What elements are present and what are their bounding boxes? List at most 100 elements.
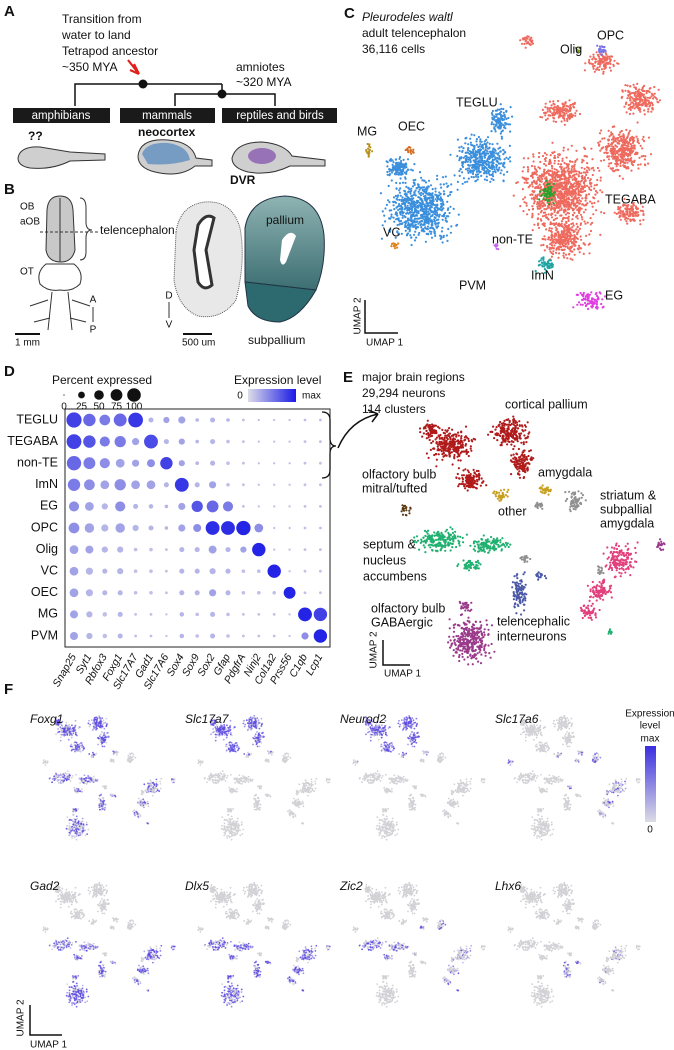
dot	[115, 501, 125, 511]
cell	[590, 223, 592, 225]
cell	[553, 120, 555, 122]
row-label: OPC	[31, 520, 58, 534]
cell	[578, 174, 580, 176]
cell	[573, 234, 575, 236]
cell	[565, 101, 567, 103]
dot	[226, 440, 230, 444]
cell	[626, 137, 628, 139]
dot	[132, 460, 139, 467]
cell	[407, 169, 409, 171]
cell	[568, 168, 570, 170]
cell	[440, 203, 442, 205]
panel-a: A Transition from water to land Tetrapod…	[4, 3, 337, 187]
cell	[426, 452, 428, 454]
dot	[273, 462, 275, 464]
cell	[486, 176, 488, 178]
cell	[621, 144, 623, 146]
cell	[545, 176, 547, 178]
cell	[437, 198, 439, 200]
cell	[647, 103, 649, 105]
cell	[500, 103, 502, 105]
dot	[149, 591, 153, 595]
cell	[465, 152, 467, 154]
cell	[563, 209, 565, 211]
dot	[115, 523, 124, 532]
cell	[540, 189, 542, 191]
cell	[509, 160, 511, 162]
cell	[595, 209, 597, 211]
cell	[573, 208, 575, 210]
cell	[414, 206, 416, 208]
cell	[616, 146, 618, 148]
cell	[440, 200, 442, 202]
cell	[590, 230, 592, 232]
cell	[549, 179, 551, 181]
cell	[445, 443, 447, 445]
cell	[443, 193, 445, 195]
cell	[647, 111, 649, 113]
cell	[425, 206, 427, 208]
cell	[526, 182, 528, 184]
cell	[492, 152, 494, 154]
cell	[471, 482, 473, 484]
dot	[319, 548, 322, 551]
cell	[584, 69, 586, 71]
cell	[522, 462, 524, 464]
cell	[616, 137, 618, 139]
panel-label: B	[4, 181, 15, 198]
cell	[600, 303, 602, 305]
cell	[644, 155, 646, 157]
cell	[570, 199, 572, 201]
cell	[548, 203, 550, 205]
dot	[242, 505, 245, 508]
cell	[457, 139, 459, 141]
dot	[304, 527, 307, 530]
cell	[447, 195, 449, 197]
cell	[540, 211, 542, 213]
cell	[417, 226, 419, 228]
cell	[581, 167, 583, 169]
cell	[576, 205, 578, 207]
cell	[563, 204, 565, 206]
cell	[433, 219, 435, 221]
cell	[599, 291, 601, 293]
dot	[180, 612, 185, 617]
cell	[386, 171, 388, 173]
cell	[384, 207, 386, 209]
cell	[538, 213, 540, 215]
cell	[545, 180, 547, 182]
cell	[649, 97, 651, 99]
cell	[549, 163, 551, 165]
cell	[549, 248, 551, 250]
cell	[633, 212, 635, 214]
cell	[617, 163, 619, 165]
cell	[543, 189, 545, 191]
cell	[536, 198, 538, 200]
cell	[513, 195, 515, 197]
cell	[479, 143, 481, 145]
cell	[396, 198, 398, 200]
cell	[418, 234, 420, 236]
cell	[484, 153, 486, 155]
cell	[532, 177, 534, 179]
cell	[453, 208, 455, 210]
cell	[551, 208, 553, 210]
cell	[425, 192, 427, 194]
cell	[549, 243, 551, 245]
cell	[441, 450, 443, 452]
cell	[455, 477, 457, 479]
cell	[469, 164, 471, 166]
cell	[563, 103, 565, 105]
cell	[584, 186, 586, 188]
cell	[420, 203, 422, 205]
cell	[413, 182, 415, 184]
cell	[618, 208, 620, 210]
dot	[207, 500, 219, 512]
dot	[102, 590, 107, 595]
cell	[579, 228, 581, 230]
cell	[563, 178, 565, 180]
cell	[607, 139, 609, 141]
cell	[390, 209, 392, 211]
cell	[465, 168, 467, 170]
cell	[457, 452, 459, 454]
